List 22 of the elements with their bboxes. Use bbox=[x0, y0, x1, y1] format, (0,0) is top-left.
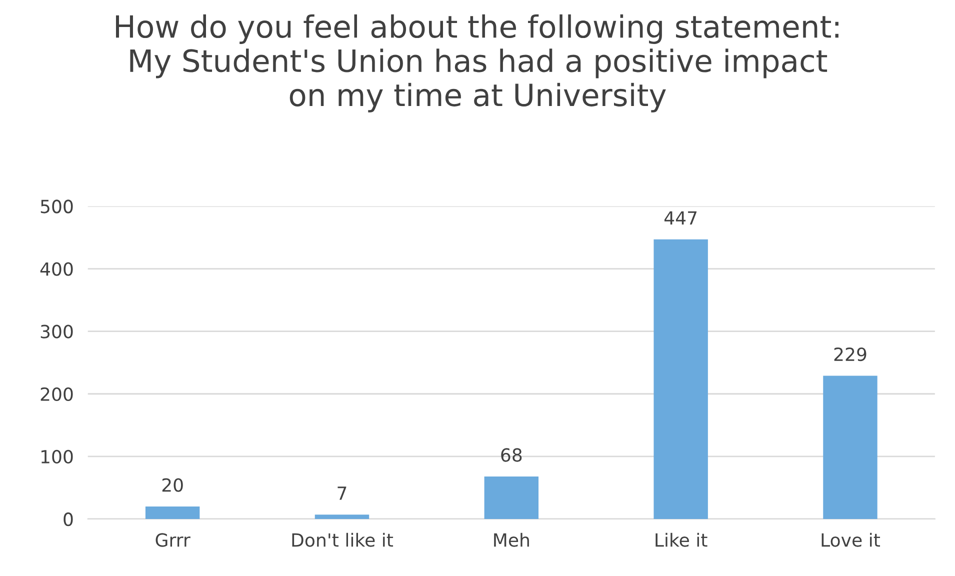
y-tick-label: 200 bbox=[40, 387, 73, 401]
y-tick-label: 300 bbox=[40, 324, 73, 338]
data-label: 20 bbox=[162, 478, 183, 492]
x-tick-label: Meh bbox=[494, 532, 529, 547]
data-label: 229 bbox=[834, 347, 866, 362]
data-label: 7 bbox=[338, 486, 346, 500]
y-tick-label: 100 bbox=[41, 450, 73, 464]
x-tick-label: Don't like it bbox=[292, 532, 394, 547]
x-tick-label: Grrr bbox=[156, 533, 190, 547]
bar bbox=[145, 506, 200, 519]
y-tick-label: 400 bbox=[40, 262, 73, 276]
data-label: 68 bbox=[501, 448, 522, 462]
data-label: 447 bbox=[664, 211, 697, 224]
x-tick-label: Like it bbox=[656, 532, 708, 547]
y-tick-label: 500 bbox=[40, 200, 73, 214]
bar bbox=[654, 239, 708, 519]
bar bbox=[484, 476, 539, 519]
bar bbox=[314, 514, 370, 519]
chart-title: How do you feel about the following statement: My Student's Union has had a positive impact on my time at University bbox=[116, 14, 838, 112]
x-tick-label: Love it bbox=[822, 532, 880, 547]
y-tick-label: 0 bbox=[64, 512, 73, 526]
bar bbox=[823, 376, 878, 519]
